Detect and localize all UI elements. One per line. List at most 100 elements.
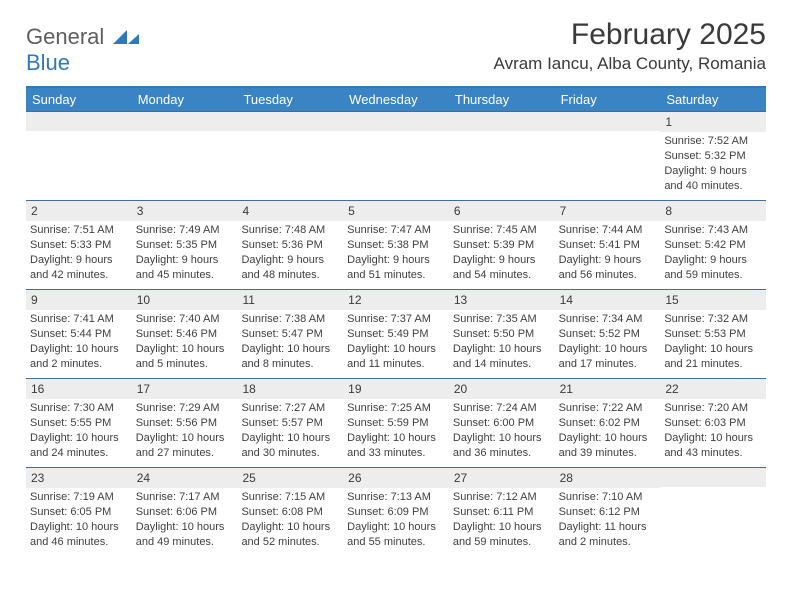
daylight-text: Daylight: 10 hours and 49 minutes. — [136, 520, 234, 550]
daylight-text: Daylight: 10 hours and 2 minutes. — [30, 342, 128, 372]
week-row: 1Sunrise: 7:52 AMSunset: 5:32 PMDaylight… — [26, 111, 766, 200]
week-row: 23Sunrise: 7:19 AMSunset: 6:05 PMDayligh… — [26, 467, 766, 556]
day-cell — [660, 468, 766, 556]
day-cell: 19Sunrise: 7:25 AMSunset: 5:59 PMDayligh… — [343, 379, 449, 467]
day-cell: 28Sunrise: 7:10 AMSunset: 6:12 PMDayligh… — [555, 468, 661, 556]
daylight-text: Daylight: 10 hours and 21 minutes. — [664, 342, 762, 372]
day-cell: 24Sunrise: 7:17 AMSunset: 6:06 PMDayligh… — [132, 468, 238, 556]
sunset-text: Sunset: 6:11 PM — [453, 505, 551, 520]
sunrise-text: Sunrise: 7:41 AM — [30, 312, 128, 327]
sunrise-text: Sunrise: 7:10 AM — [559, 490, 657, 505]
day-number: 22 — [660, 379, 766, 399]
title-block: February 2025 Avram Iancu, Alba County, … — [494, 18, 766, 74]
daylight-text: Daylight: 9 hours and 54 minutes. — [453, 253, 551, 283]
sunrise-text: Sunrise: 7:45 AM — [453, 223, 551, 238]
logo: General Blue — [26, 18, 139, 76]
daylight-text: Daylight: 10 hours and 52 minutes. — [241, 520, 339, 550]
sunrise-text: Sunrise: 7:13 AM — [347, 490, 445, 505]
day-cell: 21Sunrise: 7:22 AMSunset: 6:02 PMDayligh… — [555, 379, 661, 467]
day-cell: 11Sunrise: 7:38 AMSunset: 5:47 PMDayligh… — [237, 290, 343, 378]
day-number: 17 — [132, 379, 238, 399]
daylight-text: Daylight: 9 hours and 56 minutes. — [559, 253, 657, 283]
day-cell: 25Sunrise: 7:15 AMSunset: 6:08 PMDayligh… — [237, 468, 343, 556]
day-number — [660, 468, 766, 487]
sunrise-text: Sunrise: 7:44 AM — [559, 223, 657, 238]
day-cell: 10Sunrise: 7:40 AMSunset: 5:46 PMDayligh… — [132, 290, 238, 378]
logo-word-1: General — [26, 24, 104, 49]
daylight-text: Daylight: 10 hours and 24 minutes. — [30, 431, 128, 461]
day-cell — [237, 112, 343, 200]
daylight-text: Daylight: 9 hours and 40 minutes. — [664, 164, 762, 194]
sunset-text: Sunset: 5:44 PM — [30, 327, 128, 342]
daylight-text: Daylight: 9 hours and 42 minutes. — [30, 253, 128, 283]
calendar: SundayMondayTuesdayWednesdayThursdayFrid… — [26, 86, 766, 556]
sunset-text: Sunset: 5:50 PM — [453, 327, 551, 342]
day-cell — [449, 112, 555, 200]
sunset-text: Sunset: 5:38 PM — [347, 238, 445, 253]
weekday-header: Wednesday — [343, 88, 449, 111]
daylight-text: Daylight: 10 hours and 5 minutes. — [136, 342, 234, 372]
day-number: 10 — [132, 290, 238, 310]
day-cell: 9 Sunrise: 7:41 AMSunset: 5:44 PMDaylight… — [26, 290, 132, 378]
sunset-text: Sunset: 6:09 PM — [347, 505, 445, 520]
sunset-text: Sunset: 5:56 PM — [136, 416, 234, 431]
sunrise-text: Sunrise: 7:27 AM — [241, 401, 339, 416]
sunrise-text: Sunrise: 7:19 AM — [30, 490, 128, 505]
sunset-text: Sunset: 6:12 PM — [559, 505, 657, 520]
day-number — [555, 112, 661, 131]
sunrise-text: Sunrise: 7:37 AM — [347, 312, 445, 327]
day-number: 23 — [26, 468, 132, 488]
sunset-text: Sunset: 6:08 PM — [241, 505, 339, 520]
day-number: 6 — [449, 201, 555, 221]
sunset-text: Sunset: 5:46 PM — [136, 327, 234, 342]
sunset-text: Sunset: 5:39 PM — [453, 238, 551, 253]
daylight-text: Daylight: 10 hours and 27 minutes. — [136, 431, 234, 461]
sunrise-text: Sunrise: 7:43 AM — [664, 223, 762, 238]
sunset-text: Sunset: 6:00 PM — [453, 416, 551, 431]
sunset-text: Sunset: 5:53 PM — [664, 327, 762, 342]
day-number: 9 — [26, 290, 132, 310]
week-row: 16Sunrise: 7:30 AMSunset: 5:55 PMDayligh… — [26, 378, 766, 467]
daylight-text: Daylight: 9 hours and 45 minutes. — [136, 253, 234, 283]
day-cell — [343, 112, 449, 200]
weekday-header: Saturday — [660, 88, 766, 111]
day-number: 11 — [237, 290, 343, 310]
sunset-text: Sunset: 5:32 PM — [664, 149, 762, 164]
day-number: 5 — [343, 201, 449, 221]
day-number — [132, 112, 238, 131]
day-cell: 8Sunrise: 7:43 AMSunset: 5:42 PMDaylight… — [660, 201, 766, 289]
day-cell: 23Sunrise: 7:19 AMSunset: 6:05 PMDayligh… — [26, 468, 132, 556]
day-cell: 5Sunrise: 7:47 AMSunset: 5:38 PMDaylight… — [343, 201, 449, 289]
day-number: 3 — [132, 201, 238, 221]
day-cell: 26Sunrise: 7:13 AMSunset: 6:09 PMDayligh… — [343, 468, 449, 556]
day-number: 14 — [555, 290, 661, 310]
sunset-text: Sunset: 5:47 PM — [241, 327, 339, 342]
daylight-text: Daylight: 10 hours and 11 minutes. — [347, 342, 445, 372]
day-cell: 20Sunrise: 7:24 AMSunset: 6:00 PMDayligh… — [449, 379, 555, 467]
daylight-text: Daylight: 9 hours and 48 minutes. — [241, 253, 339, 283]
sunrise-text: Sunrise: 7:12 AM — [453, 490, 551, 505]
daylight-text: Daylight: 10 hours and 30 minutes. — [241, 431, 339, 461]
sunrise-text: Sunrise: 7:24 AM — [453, 401, 551, 416]
logo-mark-icon — [113, 28, 139, 44]
weekday-header: Sunday — [26, 88, 132, 111]
logo-word-2: Blue — [26, 50, 70, 75]
daylight-text: Daylight: 11 hours and 2 minutes. — [559, 520, 657, 550]
day-number: 19 — [343, 379, 449, 399]
daylight-text: Daylight: 10 hours and 55 minutes. — [347, 520, 445, 550]
header: General Blue February 2025 Avram Iancu, … — [26, 18, 766, 76]
logo-text: General Blue — [26, 24, 139, 76]
day-number: 18 — [237, 379, 343, 399]
day-number: 16 — [26, 379, 132, 399]
day-cell: 4Sunrise: 7:48 AMSunset: 5:36 PMDaylight… — [237, 201, 343, 289]
day-number: 27 — [449, 468, 555, 488]
sunset-text: Sunset: 6:06 PM — [136, 505, 234, 520]
sunset-text: Sunset: 5:55 PM — [30, 416, 128, 431]
day-number: 15 — [660, 290, 766, 310]
sunrise-text: Sunrise: 7:52 AM — [664, 134, 762, 149]
day-cell: 2Sunrise: 7:51 AMSunset: 5:33 PMDaylight… — [26, 201, 132, 289]
day-cell: 18Sunrise: 7:27 AMSunset: 5:57 PMDayligh… — [237, 379, 343, 467]
sunrise-text: Sunrise: 7:25 AM — [347, 401, 445, 416]
daylight-text: Daylight: 10 hours and 39 minutes. — [559, 431, 657, 461]
week-row: 2Sunrise: 7:51 AMSunset: 5:33 PMDaylight… — [26, 200, 766, 289]
